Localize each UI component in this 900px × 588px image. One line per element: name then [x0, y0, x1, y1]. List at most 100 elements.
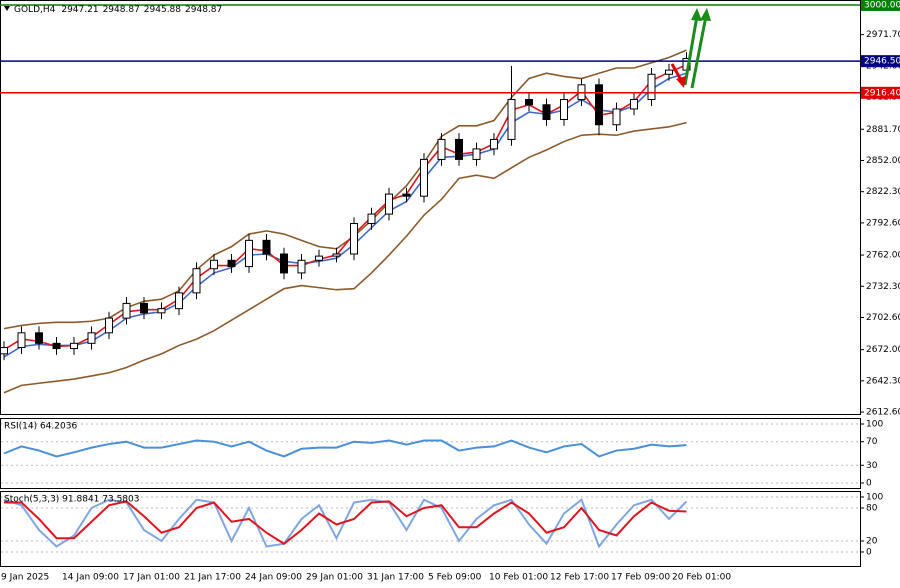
candle-body [350, 223, 358, 255]
level-label: 2916.40 [864, 88, 900, 98]
header: GOLD,H4 2947.21 2948.87 2945.88 2948.87 [14, 5, 222, 15]
x-tick-label: 17 Jan 01:00 [123, 573, 180, 583]
candle-body [122, 302, 131, 319]
indicator-line [4, 500, 687, 545]
candle-body [227, 259, 236, 268]
arrow-down [670, 63, 683, 81]
candle-body [297, 259, 306, 274]
indicator-line [3, 72, 687, 358]
arrow-head [691, 8, 702, 21]
candle-body [262, 239, 271, 255]
x-tick-label: 21 Jan 17:00 [184, 573, 241, 583]
candle-body [280, 253, 288, 274]
candle-body [647, 73, 656, 101]
indicator-line [3, 498, 688, 549]
candle-body [560, 99, 568, 120]
header-value: 2947.21 [61, 5, 98, 15]
header-value: 2948.87 [103, 5, 140, 15]
candle-body [140, 302, 148, 314]
y-tick-label: 2792.60 [866, 218, 900, 228]
candle-body [595, 84, 603, 126]
level-label: 2946.50 [864, 57, 900, 67]
y-tick-label: 2732.30 [866, 282, 900, 292]
candle-body [385, 193, 393, 215]
candle-body [17, 332, 26, 349]
arrow-up [683, 15, 699, 86]
y-tick-label: 30 [866, 461, 878, 471]
y-tick-label: 2881.70 [866, 125, 900, 135]
candle-body [472, 148, 481, 160]
arrow-head [700, 8, 711, 21]
candle-body [665, 69, 673, 75]
candle-body [70, 342, 78, 350]
y-tick-label: 80 [866, 503, 878, 513]
y-tick-label: 20 [866, 536, 878, 546]
candle-body [175, 292, 183, 310]
candle-body [87, 332, 96, 344]
y-tick-label: 2612.60 [866, 408, 900, 418]
x-tick-label: 31 Jan 17:00 [367, 573, 424, 583]
main-panel [0, 0, 861, 415]
candle-body [437, 138, 446, 160]
candle-body [315, 255, 323, 261]
level-box [861, 55, 900, 68]
candle-body [210, 259, 218, 270]
stoch-title: Stoch(5,3,3) 91.8841 73.5803 [4, 495, 139, 505]
y-tick-label: 2822.30 [866, 187, 900, 197]
y-tick-label: 2642.30 [866, 376, 900, 386]
x-tick-label: 24 Jan 09:00 [245, 573, 302, 583]
candle-body [157, 308, 166, 314]
candle-body [332, 253, 341, 257]
x-tick-label: 14 Jan 09:00 [62, 573, 119, 583]
candle-body [455, 138, 463, 160]
candle-body [507, 99, 516, 140]
candle-body [420, 158, 428, 197]
indicator-line [3, 49, 687, 330]
y-tick-label: 100 [866, 420, 883, 430]
candle-body [630, 99, 638, 110]
arrow-up [690, 15, 708, 89]
indicator-line [3, 64, 687, 351]
indicator-line [3, 439, 687, 458]
y-tick-label: 0 [866, 547, 872, 557]
candle-body [52, 342, 61, 350]
y-tick-label: 2852.00 [866, 156, 900, 166]
candle-body [402, 193, 411, 197]
rsi-title: RSI(14) 64.2036 [4, 422, 77, 432]
candle-body [35, 332, 43, 344]
x-tick-label: 10 Feb 01:00 [489, 573, 548, 583]
y-tick-label: 2971.70 [866, 30, 900, 40]
candle-body [525, 99, 533, 106]
x-tick-label: 9 Jan 2025 [1, 573, 49, 583]
candle-body [192, 268, 201, 294]
candle-body [612, 108, 621, 126]
candle-body [367, 213, 376, 225]
y-tick-label: 70 [866, 437, 878, 447]
stoch-panel [0, 491, 861, 567]
indicator-line [3, 121, 687, 394]
y-tick-label: 2762.00 [866, 251, 900, 261]
level-box [861, 86, 900, 99]
arrows [670, 8, 711, 89]
x-tick-label: 20 Feb 01:00 [672, 573, 731, 583]
y-tick-label: 100 [866, 492, 883, 502]
symbol: GOLD,H4 [14, 5, 56, 15]
header-value: 2948.87 [185, 5, 222, 15]
candle-body [490, 138, 498, 150]
candle-body [0, 347, 8, 355]
y-tick-label: 0 [866, 478, 872, 488]
header-icon [4, 6, 10, 11]
x-tick-label: 5 Feb 09:00 [428, 573, 482, 583]
y-tick-label: 2672.00 [866, 345, 900, 355]
x-tick-label: 29 Jan 01:00 [306, 573, 363, 583]
y-tick-label: 2702.60 [866, 313, 900, 323]
candle-body [105, 317, 113, 334]
level-box [861, 0, 900, 11]
x-tick-label: 12 Feb 17:00 [550, 573, 609, 583]
level-label: 3000.00 [864, 0, 900, 10]
candle-body [245, 239, 253, 268]
candle-body [542, 104, 551, 120]
header-value: 2945.88 [144, 5, 181, 15]
